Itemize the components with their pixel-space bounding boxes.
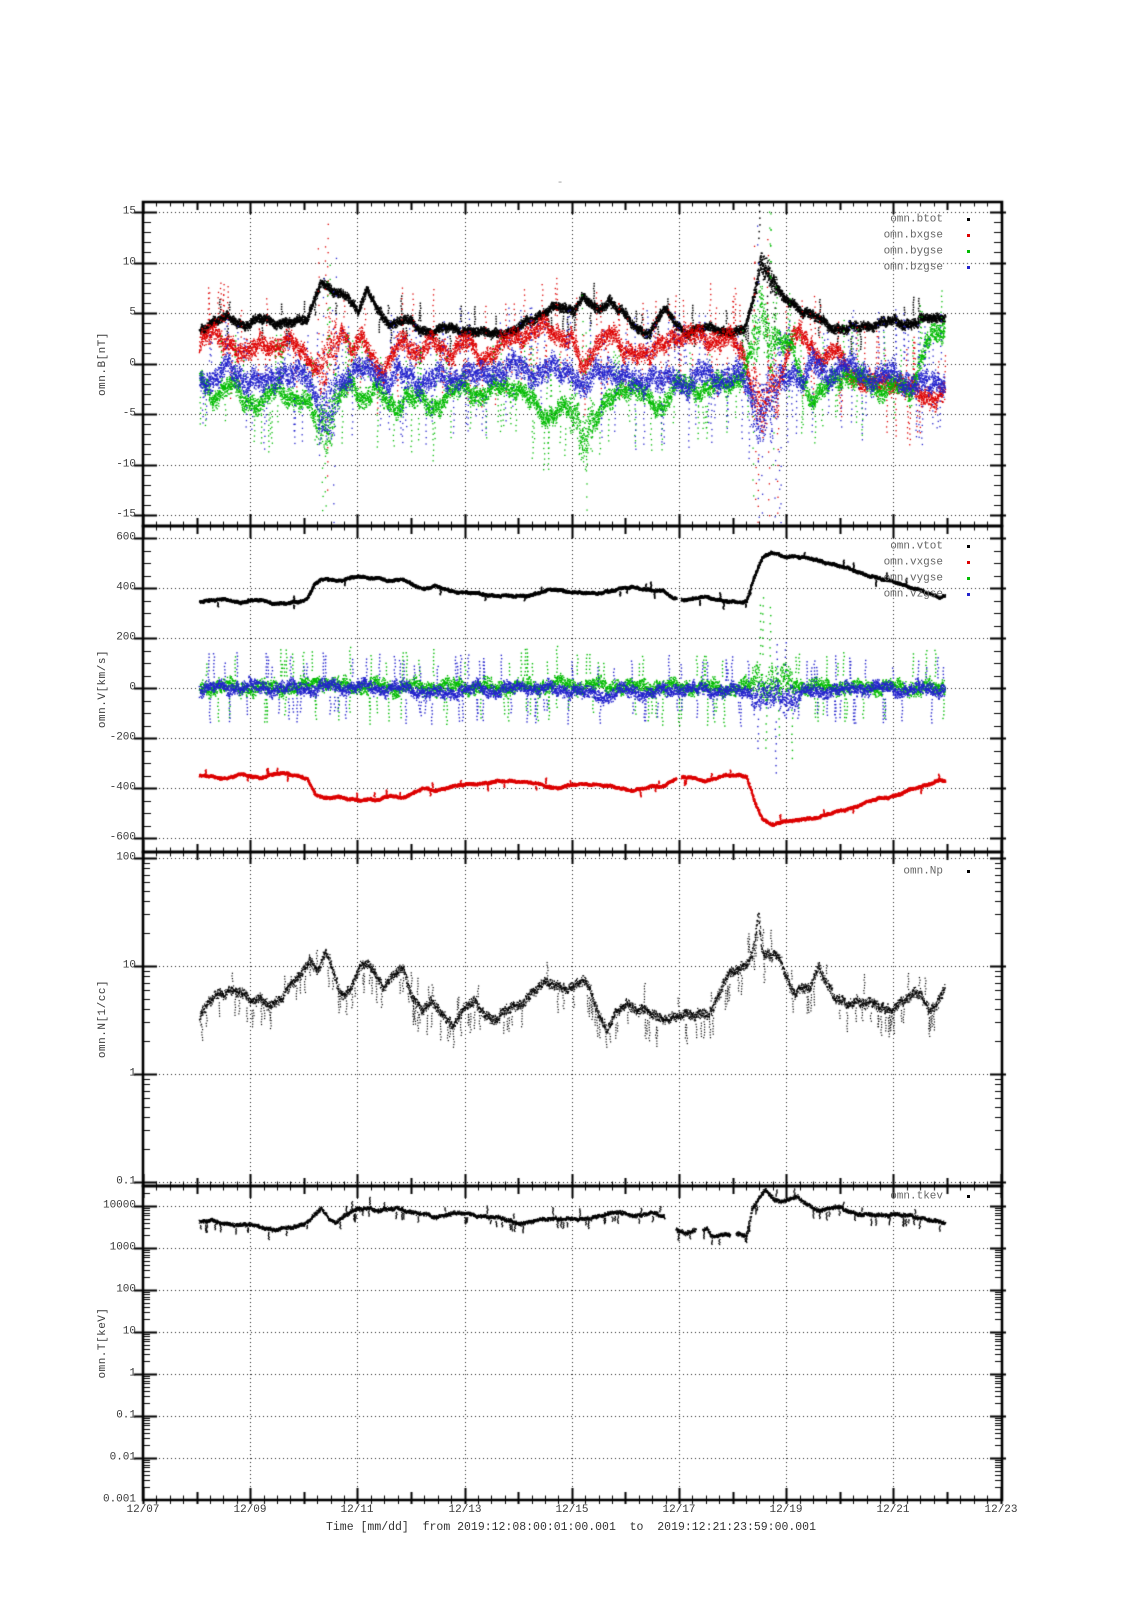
x-axis-tick-label: 12/23: [984, 1504, 1018, 1516]
legend-marker-dot: [967, 250, 970, 253]
time-axis-footer: Time [mm/dd] from 2019:12:08:00:01:00.00…: [326, 1521, 816, 1534]
legend-marker-dot: [967, 593, 970, 596]
y-tick-label: 100: [116, 1283, 136, 1296]
y-tick-label: 0.001: [102, 1493, 136, 1506]
y-tick-label: 0: [129, 681, 136, 694]
y-tick-label: 1: [129, 1367, 136, 1380]
y-tick-label: 600: [116, 531, 136, 544]
legend-label: omn.tkev: [890, 1190, 943, 1203]
y-tick-label: -15: [116, 508, 136, 521]
x-axis-tick-label: 12/11: [340, 1504, 374, 1516]
x-axis-tick-label: 12/13: [448, 1504, 482, 1516]
y-tick-label: -400: [109, 781, 136, 794]
x-axis-tick-label: 12/17: [662, 1504, 696, 1516]
legend-marker-dot: [967, 234, 970, 237]
legend-label: omn.btot: [890, 213, 943, 226]
y-tick-label: 1000: [109, 1241, 136, 1254]
legend-label: omn.bygse: [883, 245, 943, 258]
y-axis-label-v: omn.V[km/s]: [97, 649, 109, 729]
y-tick-label: 1: [129, 1067, 136, 1080]
y-tick-label: 100: [116, 851, 136, 864]
plot-title: -: [556, 177, 564, 189]
legend-label: omn.vygse: [883, 572, 943, 585]
y-tick-label: 0.1: [116, 1175, 136, 1188]
legend-label: omn.bxgse: [883, 229, 943, 242]
legend-marker-dot: [967, 218, 970, 221]
y-tick-label: 15: [122, 205, 136, 218]
legend-marker-dot: [967, 870, 970, 873]
x-axis-tick-label: 12/15: [555, 1504, 589, 1516]
legend-marker-dot: [967, 1195, 970, 1198]
x-axis-tick-label: 12/09: [233, 1504, 267, 1516]
legend-label: omn.vxgse: [883, 556, 943, 569]
y-tick-label: 0.01: [109, 1451, 136, 1464]
y-tick-label: 400: [116, 581, 136, 594]
legend-label: omn.vtot: [890, 540, 943, 553]
y-tick-label: -10: [116, 458, 136, 471]
y-tick-label: 5: [129, 306, 136, 319]
y-tick-label: -600: [109, 831, 136, 844]
y-axis-label-t: omn.T[keV]: [97, 1307, 109, 1379]
y-tick-label: 0: [129, 357, 136, 370]
legend-marker-dot: [967, 266, 970, 269]
y-tick-label: 10000: [102, 1199, 136, 1212]
y-tick-label: 200: [116, 631, 136, 644]
y-tick-label: 0.1: [116, 1409, 136, 1422]
y-tick-label: 10: [122, 959, 136, 972]
legend-label: omn.bzgse: [883, 261, 943, 274]
y-tick-label: 10: [122, 1325, 136, 1338]
legend-marker-dot: [967, 577, 970, 580]
legend-label: omn.vzgse: [883, 588, 943, 601]
y-tick-label: -5: [122, 407, 136, 420]
legend-marker-dot: [967, 561, 970, 564]
x-axis-tick-label: 12/21: [876, 1504, 910, 1516]
y-axis-label-n: omn.N[1/cc]: [97, 979, 109, 1059]
y-tick-label: -200: [109, 731, 136, 744]
legend-marker-dot: [967, 545, 970, 548]
x-axis-tick-label: 12/19: [769, 1504, 803, 1516]
x-axis-tick-label: 12/07: [126, 1504, 160, 1516]
y-axis-label-b: omn.B[nT]: [97, 332, 109, 396]
y-tick-label: 10: [122, 256, 136, 269]
legend-label: omn.Np: [903, 865, 943, 878]
